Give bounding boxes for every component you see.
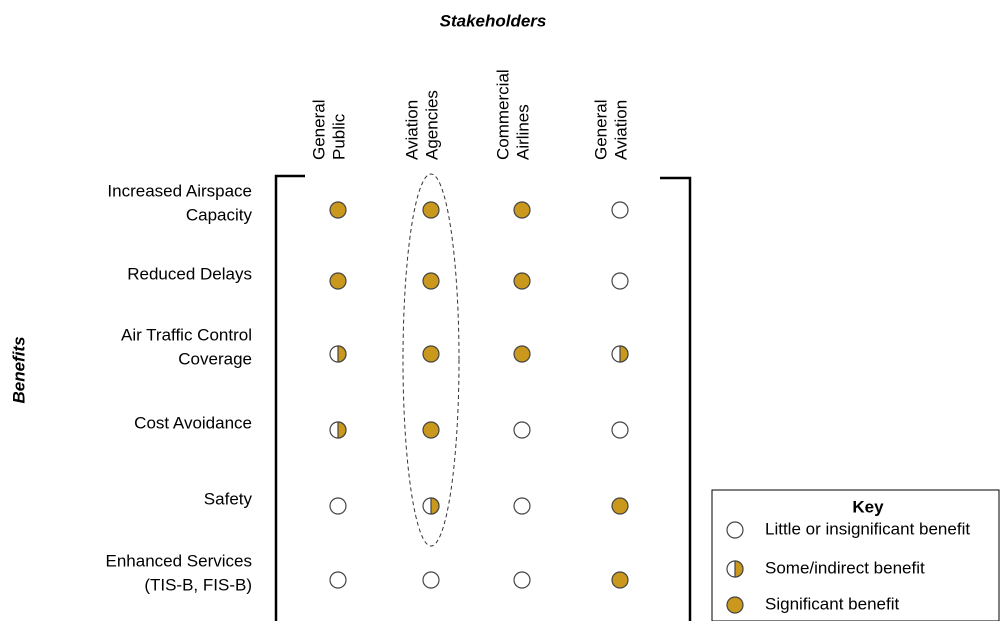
benefit-marker — [513, 571, 531, 589]
column-header: Public — [329, 113, 348, 160]
row-label: (TIS-B, FIS-B) — [144, 575, 252, 594]
marker-half — [337, 345, 347, 363]
marker-circle — [611, 497, 629, 515]
row-label: Enhanced Services — [106, 551, 252, 570]
benefit-marker — [422, 201, 440, 219]
marker-circle — [422, 272, 440, 290]
benefit-marker — [513, 201, 531, 219]
highlight-ellipse — [402, 173, 460, 547]
benefit-marker — [611, 571, 629, 589]
marker-circle — [329, 272, 347, 290]
marker-circle — [726, 596, 744, 614]
marker-circle — [513, 272, 531, 290]
marker-circle — [513, 571, 531, 589]
marker-circle — [513, 497, 531, 515]
benefit-marker — [329, 345, 347, 363]
row-label: Reduced Delays — [127, 264, 252, 283]
marker-circle — [422, 571, 440, 589]
row-label: Capacity — [186, 205, 253, 224]
benefit-marker — [329, 201, 347, 219]
marker-circle — [611, 272, 629, 290]
column-header: Airlines — [513, 104, 532, 160]
key-label: Some/indirect benefit — [765, 558, 925, 577]
column-header: General — [309, 100, 328, 160]
marker-circle — [611, 201, 629, 219]
benefit-marker — [513, 497, 531, 515]
benefit-marker — [611, 272, 629, 290]
column-header: Aviation — [611, 100, 630, 160]
marker-circle — [329, 497, 347, 515]
column-header: Aviation — [402, 100, 421, 160]
column-header: General — [591, 100, 610, 160]
marker-circle — [611, 571, 629, 589]
benefit-marker — [329, 571, 347, 589]
column-header: Agencies — [422, 90, 441, 160]
marker-circle — [422, 421, 440, 439]
benefit-marker — [726, 560, 744, 578]
key-box — [711, 489, 1000, 621]
benefit-marker — [422, 272, 440, 290]
marker-circle — [726, 521, 744, 539]
benefit-marker — [329, 421, 347, 439]
benefit-marker — [513, 272, 531, 290]
marker-circle — [329, 201, 347, 219]
marker-half — [337, 421, 347, 439]
marker-circle — [513, 201, 531, 219]
row-label: Air Traffic Control — [121, 325, 252, 344]
column-header: Commercial — [493, 69, 512, 160]
marker-circle — [513, 421, 531, 439]
title: Stakeholders — [440, 11, 547, 30]
row-axis-label: Benefits — [9, 336, 28, 403]
benefit-marker — [611, 497, 629, 515]
marker-half — [619, 345, 629, 363]
marker-circle — [329, 571, 347, 589]
marker-half — [734, 560, 744, 578]
marker-half — [430, 497, 440, 515]
benefit-marker — [611, 345, 629, 363]
benefit-marker — [611, 201, 629, 219]
key-label: Significant benefit — [765, 594, 899, 613]
benefit-marker — [726, 596, 744, 614]
marker-circle — [422, 345, 440, 363]
benefit-marker — [329, 497, 347, 515]
marker-circle — [422, 201, 440, 219]
right-bracket — [660, 176, 692, 621]
marker-circle — [611, 421, 629, 439]
benefit-marker — [422, 421, 440, 439]
row-label: Safety — [204, 489, 253, 508]
benefit-marker — [422, 345, 440, 363]
benefit-marker — [422, 497, 440, 515]
key-title: Key — [852, 497, 884, 516]
benefit-marker — [726, 521, 744, 539]
benefit-marker — [513, 345, 531, 363]
marker-circle — [513, 345, 531, 363]
row-label: Increased Airspace — [107, 181, 252, 200]
benefit-marker — [329, 272, 347, 290]
key-label: Little or insignificant benefit — [765, 519, 970, 538]
left-bracket — [274, 174, 305, 621]
benefit-marker — [422, 571, 440, 589]
row-label: Cost Avoidance — [134, 413, 252, 432]
benefit-marker — [513, 421, 531, 439]
benefit-marker — [611, 421, 629, 439]
row-label: Coverage — [178, 349, 252, 368]
